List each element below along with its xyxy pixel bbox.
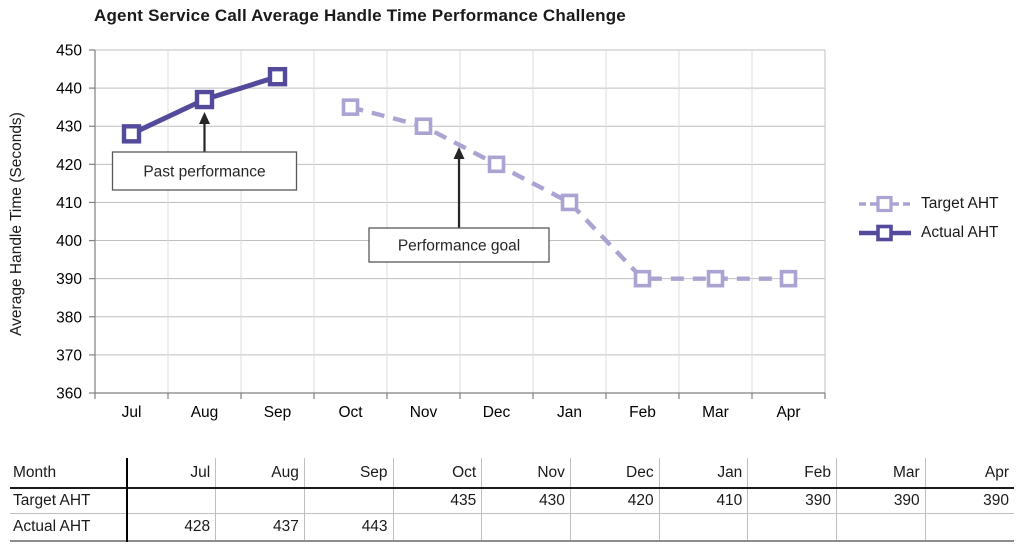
x-axis-tick-label: Mar — [702, 404, 729, 421]
data-point-marker — [121, 124, 142, 144]
data-point-marker — [706, 269, 725, 288]
table-header-row: Month Jul Aug Sep Oct Nov Dec Jan Feb Mar Apr — [10, 458, 1014, 488]
value-cell: 410 — [659, 488, 749, 514]
legend-item-actual-aht: Actual AHT — [858, 221, 999, 245]
value-cell: 428 — [127, 513, 217, 541]
x-axis-tick-label: Nov — [410, 404, 438, 421]
x-axis-tick-label: Jan — [557, 404, 582, 421]
x-axis-tick-label: Oct — [338, 404, 363, 421]
annotation-arrowhead — [453, 147, 465, 159]
y-axis-tick-label: 400 — [56, 233, 82, 250]
y-axis-tick-label: 450 — [56, 43, 82, 60]
line-chart: 360 370 380 390 400 410 420 430 440 450 Jul Aug Sep O… — [56, 43, 826, 421]
annotation-label: Past performance — [143, 164, 265, 181]
value-cell — [215, 488, 305, 514]
y-axis-tick-label: 380 — [56, 309, 82, 326]
value-cell — [925, 514, 1014, 541]
value-cell: 390 — [836, 488, 926, 514]
legend-label-actual: Actual AHT — [921, 224, 999, 241]
row-label-cell: Actual AHT — [10, 513, 128, 541]
data-point-marker — [633, 269, 652, 288]
data-point-marker — [267, 66, 288, 87]
value-cell — [127, 488, 217, 514]
data-point-marker — [194, 89, 215, 110]
row-label-cell: Target AHT — [10, 488, 128, 514]
value-cell — [481, 513, 571, 541]
x-axis-tick-label: Dec — [483, 404, 511, 421]
value-cell — [570, 513, 660, 541]
table-row: Target AHT 435 430 420 410 390 390 390 — [10, 488, 1014, 514]
data-point-marker — [779, 269, 798, 288]
y-axis-tick-label: 410 — [56, 195, 82, 212]
actual-sample-marker — [876, 224, 893, 242]
value-cell — [836, 513, 926, 541]
data-point-marker — [341, 98, 360, 116]
legend-item-target-aht: Target AHT — [858, 192, 999, 216]
y-axis-tick-label: 420 — [56, 157, 82, 174]
month-header-cell: Month — [10, 458, 128, 488]
table-head: Month Jul Aug Sep Oct Nov Dec Jan Feb Mar Apr — [10, 458, 1014, 488]
value-cell: 443 — [304, 513, 394, 541]
value-cell: 437 — [215, 513, 305, 541]
y-axis-tick-label: 440 — [56, 81, 82, 98]
target-sample-marker — [876, 195, 893, 213]
month-column-header: Nov — [481, 458, 571, 488]
value-cell: 430 — [481, 488, 571, 514]
annotation-box — [368, 227, 550, 263]
legend-label-target: Target AHT — [921, 195, 999, 212]
table-body: Target AHT 435 430 420 410 390 390 390 Actual AH… — [10, 488, 1014, 541]
annotation-box — [111, 151, 298, 191]
x-axis-tick-label: Feb — [629, 404, 656, 421]
actual-aht-line-sample-icon — [859, 224, 911, 242]
annotation-label: Performance goal — [398, 238, 520, 255]
value-cell: 420 — [570, 488, 660, 514]
y-axis-tick-label: 430 — [56, 119, 82, 136]
x-axis-tick-label: Jul — [122, 404, 142, 421]
month-column-header: Jan — [659, 458, 749, 488]
y-axis-tick-label: 390 — [56, 271, 82, 288]
value-cell — [304, 488, 394, 514]
month-column-header: Jul — [127, 458, 217, 488]
value-cell: 390 — [747, 488, 837, 514]
data-point-marker — [414, 117, 433, 136]
month-column-header: Aug — [215, 458, 305, 488]
target-aht-line-sample-icon — [859, 195, 911, 213]
data-point-marker — [560, 193, 579, 212]
value-cell: 435 — [393, 488, 483, 514]
y-axis-tick-label: 370 — [56, 347, 82, 364]
data-point-marker — [487, 155, 506, 174]
month-column-header: Feb — [747, 458, 837, 488]
legend: Target AHT Actual AHT — [858, 192, 999, 250]
x-axis-tick-label: Apr — [776, 404, 800, 421]
value-cell — [747, 513, 837, 541]
month-column-header: Dec — [570, 458, 660, 488]
value-cell: 390 — [983, 492, 1009, 509]
x-axis-tick-label: Sep — [264, 404, 292, 421]
month-column-header: Apr — [984, 463, 1009, 481]
value-cell — [659, 513, 749, 541]
value-cell — [393, 513, 483, 541]
data-table: Month Jul Aug Sep Oct Nov Dec Jan Feb Mar Apr Targ… — [10, 458, 1014, 542]
table-row: Actual AHT 428 437 443 — [10, 513, 1014, 541]
annotation-arrowhead — [199, 112, 210, 124]
x-axis-tick-label: Aug — [191, 404, 219, 421]
y-axis-tick-label: 360 — [56, 386, 82, 403]
month-column-header: Sep — [304, 458, 394, 488]
month-column-header: Oct — [393, 458, 483, 488]
month-column-header: Mar — [836, 458, 926, 488]
chart-title: Agent Service Call Average Handle Time P… — [94, 6, 626, 25]
